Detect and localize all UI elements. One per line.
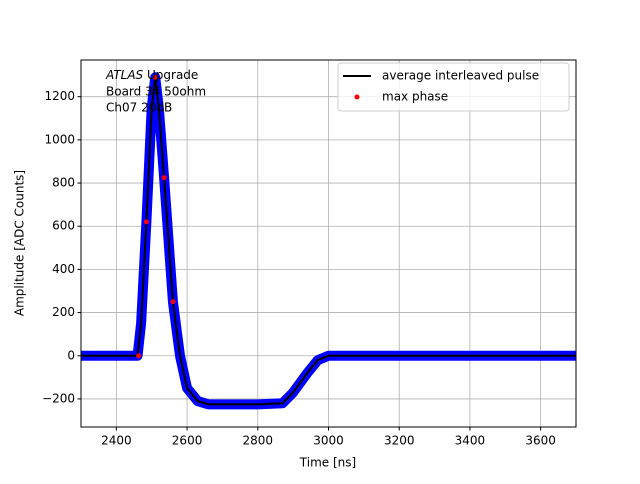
x-tick-label: 3600 [525,434,556,448]
line [81,77,576,406]
marker [152,74,158,80]
y-tick-label: 1000 [44,132,75,146]
legend-label: max phase [382,90,448,104]
grid [81,60,576,427]
x-tick-label: 2800 [243,434,274,448]
y-tick-label: 200 [52,305,75,319]
legend-label: average interleaved pulse [382,69,539,83]
legend: average interleaved pulse max phase [337,62,570,112]
legend-marker [354,94,360,100]
marker [136,353,142,359]
marker [161,175,167,181]
annotation: ATLAS Upgrade [105,68,198,82]
y-tick-label: 400 [52,262,75,276]
y-tick-label: 800 [52,176,75,190]
x-tick-label: 2600 [172,434,203,448]
annotation-italic: ATLAS [105,68,144,82]
annotation-line: Ch07 20dB [106,101,172,115]
marker [143,219,149,225]
x-tick-label: 2400 [101,434,132,448]
y-tick-label: −200 [42,391,75,405]
plot-area [81,72,576,410]
legend-box [337,62,570,112]
y-axis-label: Amplitude [ADC Counts] [13,170,27,316]
y-tick-label: 1200 [44,89,75,103]
x-axis-label: Time [ns] [299,456,356,470]
y-tick-label: 0 [67,348,75,362]
x-tick-label: 3200 [384,434,415,448]
x-tick-label: 3400 [455,434,486,448]
annotation-line: Board 34 50ohm [106,85,206,99]
x-tick-label: 3000 [313,434,344,448]
y-tick-label: 600 [52,219,75,233]
marker [170,299,176,305]
annotation-line: Upgrade [143,68,198,82]
